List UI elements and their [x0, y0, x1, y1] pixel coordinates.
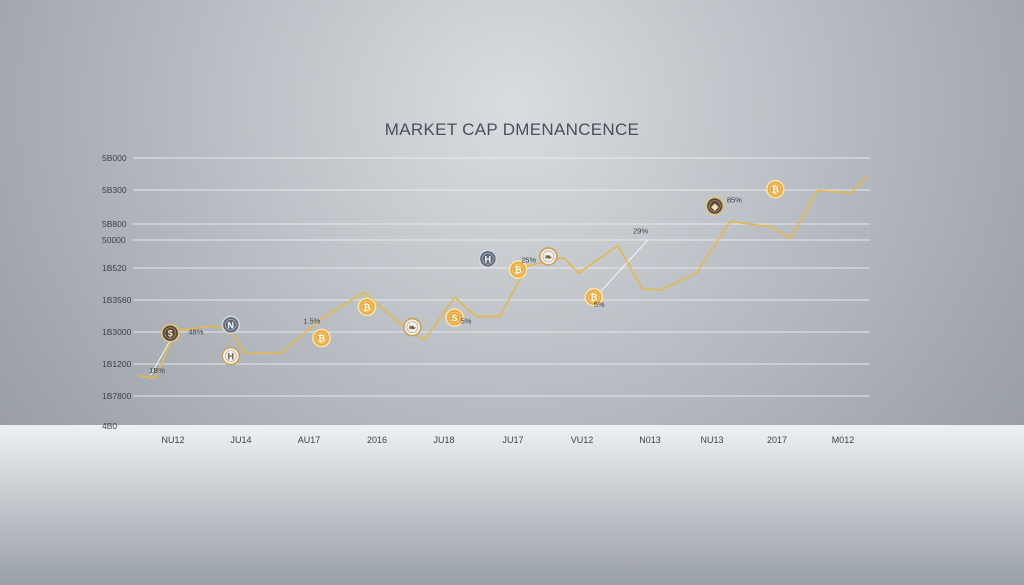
coin-dollar-icon: $: [161, 323, 180, 343]
coin-body: [765, 179, 785, 199]
coin-ring: [164, 327, 177, 340]
coin-n-icon: N: [221, 315, 241, 335]
data-annotation: 1B%: [149, 366, 165, 375]
coin-glyph: ❧: [545, 252, 553, 262]
coin-body: [221, 315, 241, 335]
x-tick-label: NU12: [161, 435, 184, 445]
coin-glyph: ◆: [710, 202, 719, 212]
coin-body: [705, 196, 725, 216]
coin-body: [402, 317, 422, 337]
y-tick-label: 50000: [102, 235, 126, 245]
coin-bitcoin-icon: ₿: [312, 328, 331, 348]
data-annotation: 25%: [521, 255, 536, 264]
coin-glyph: ₿: [772, 185, 779, 195]
chart-title: MARKET CAP DMENANCENCE: [384, 120, 640, 139]
coin-ring: [448, 311, 461, 324]
leader-line: [599, 239, 649, 293]
coin-body: [539, 247, 558, 266]
leader-line: [150, 340, 171, 376]
coin-body: [478, 249, 498, 269]
y-tick-label: 1B7800: [102, 391, 132, 401]
coin-glyph: ❧: [409, 323, 417, 333]
y-tick-label: 1B520: [102, 263, 127, 273]
x-tick-label: AU17: [298, 435, 321, 445]
coin-glyph: ₿: [363, 302, 370, 312]
coin-h-icon: H: [221, 346, 241, 366]
data-annotation: 29%: [633, 227, 648, 236]
x-tick-label: VU12: [571, 435, 594, 445]
y-tick-label: 5B000: [102, 153, 127, 163]
coin-body: [312, 328, 331, 348]
y-tick-label: 1B3560: [102, 295, 132, 305]
x-tick-label: JU18: [433, 435, 454, 445]
data-annotation: 5%: [461, 317, 472, 326]
coin-dark-icon: ◆: [705, 196, 725, 216]
x-tick-label: JU17: [502, 435, 523, 445]
coin-bitcoin-icon: ₿: [584, 287, 604, 307]
data-annotation: 5%: [594, 300, 605, 309]
data-annotation: 48%: [188, 327, 203, 336]
series-line: [139, 176, 867, 380]
data-annotation: 85%: [727, 195, 742, 204]
coin-ring: [769, 183, 782, 195]
coin-bitcoin-icon: ₿: [765, 179, 785, 199]
coin-bitcoin-icon: ₿: [508, 260, 528, 279]
coin-ring: [361, 300, 373, 313]
y-tick-label: 1B1200: [102, 359, 132, 369]
floor-reflection: [0, 425, 1024, 585]
coin-body: [161, 323, 180, 343]
data-annotation: 1.5%: [303, 317, 320, 326]
y-tick-label: 5B300: [102, 185, 127, 195]
coin-leaf-icon: ❧: [402, 317, 422, 337]
x-tick-label: M012: [832, 435, 855, 445]
x-tick-label: NU13: [700, 435, 723, 445]
coin-glyph: H: [228, 352, 235, 362]
coin-ring: [512, 263, 524, 276]
x-tick-label: JU14: [230, 435, 251, 445]
coin-glyph: ₿: [590, 293, 597, 303]
coin-body: [584, 287, 604, 307]
coin-glyph: $: [168, 329, 173, 339]
coin-ring: [708, 200, 721, 212]
y-tick-label: 5B800: [102, 219, 127, 229]
coin-ring: [587, 291, 600, 304]
coin-glyph: H: [485, 254, 492, 264]
coin-ring: [542, 250, 555, 263]
coin-bitcoin-icon: ₿: [357, 297, 377, 317]
coin-ring: [482, 252, 494, 265]
coin-body: [221, 346, 241, 366]
coin-glyph: ₿: [318, 334, 325, 344]
coin-s-icon: S: [445, 308, 464, 327]
coin-body: [445, 308, 464, 327]
x-tick-label: N013: [639, 435, 661, 445]
coin-glyph: S: [452, 313, 458, 323]
x-tick-label: 2016: [367, 435, 387, 445]
y-tick-label: 1B3000: [102, 327, 132, 337]
coin-glyph: ₿: [514, 265, 521, 275]
coin-body: [357, 297, 377, 317]
y-tick-label: 4B0: [102, 421, 117, 431]
coin-glyph: N: [228, 320, 235, 330]
x-tick-label: 2017: [767, 435, 787, 445]
coin-body: [508, 260, 528, 279]
coin-ring: [225, 350, 237, 362]
coin-leaf-icon: ❧: [539, 247, 558, 266]
coin-ring: [315, 332, 328, 344]
coin-ring: [406, 321, 419, 334]
coin-h-icon: H: [478, 249, 498, 269]
coin-ring: [225, 318, 237, 331]
